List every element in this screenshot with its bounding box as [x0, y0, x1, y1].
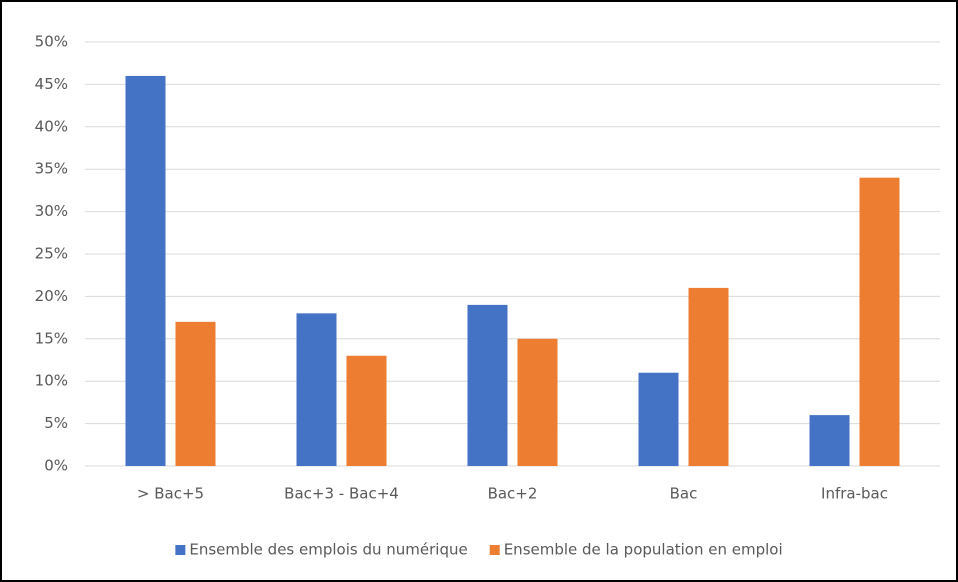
- y-tick-label: 50%: [35, 33, 68, 51]
- legend-label: Ensemble des emplois du numérique: [189, 541, 467, 559]
- legend-swatch: [175, 545, 186, 555]
- x-tick-label: Infra-bac: [821, 485, 888, 503]
- legend-label: Ensemble de la population en emploi: [504, 541, 783, 559]
- bar: [346, 355, 387, 466]
- y-tick-label: 25%: [35, 245, 68, 263]
- y-tick-label: 20%: [35, 287, 68, 305]
- y-tick-label: 10%: [35, 372, 68, 390]
- y-tick-label: 45%: [35, 75, 68, 93]
- y-tick-label: 35%: [35, 160, 68, 178]
- x-tick-label: > Bac+5: [137, 485, 204, 503]
- bar: [467, 304, 508, 466]
- bar: [175, 321, 216, 466]
- y-tick-label: 30%: [35, 202, 68, 220]
- bar: [296, 313, 337, 466]
- bar: [809, 415, 850, 466]
- bar: [859, 177, 900, 466]
- bar: [517, 338, 558, 466]
- legend-swatch: [489, 545, 500, 555]
- x-tick-label: Bac+3 - Bac+4: [284, 485, 399, 503]
- y-tick-label: 5%: [44, 414, 68, 432]
- y-tick-label: 40%: [35, 117, 68, 135]
- bar: [125, 75, 166, 467]
- y-tick-label: 15%: [35, 329, 68, 347]
- bar: [688, 287, 729, 466]
- y-tick-label: 0%: [44, 457, 68, 475]
- x-tick-label: Bac: [670, 485, 698, 503]
- x-tick-label: Bac+2: [488, 485, 538, 503]
- bar: [638, 372, 679, 466]
